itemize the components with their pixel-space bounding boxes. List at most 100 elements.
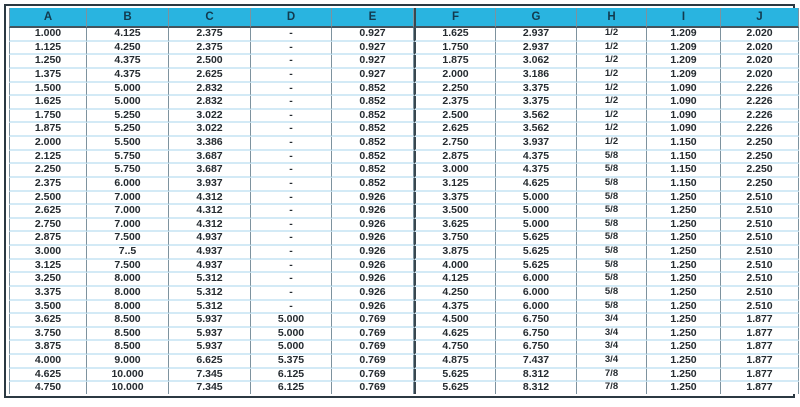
- table-cell: 2.250: [721, 164, 799, 178]
- table-cell: 6.625: [169, 355, 251, 369]
- table-cell: 2.510: [721, 273, 799, 287]
- table-cell: 1.090: [647, 123, 721, 137]
- table-cell: 0.926: [332, 205, 414, 219]
- table-cell: -: [251, 259, 332, 274]
- table-cell: 1.000: [9, 28, 87, 42]
- table-cell: 7.000: [87, 205, 169, 219]
- table-row: 2.000 5.500 3.386-0.852 2.750 3.937 1/2 1.150 2…: [9, 137, 799, 151]
- table-cell: 2.510: [721, 232, 799, 246]
- table-cell: 3.625: [9, 314, 87, 328]
- table-cell: 3.750: [9, 327, 87, 342]
- table-cell: 3.125: [414, 177, 496, 192]
- table-cell: 2.000: [414, 68, 496, 83]
- column-header-D: D: [251, 8, 332, 28]
- column-header-B: B: [87, 8, 169, 28]
- table-cell: 1.500: [9, 82, 87, 97]
- table-cell: 10.000: [87, 368, 169, 383]
- table-cell: 0.927: [332, 28, 414, 42]
- table-cell: 4.625: [414, 327, 496, 342]
- table-cell: 3.062: [496, 55, 577, 69]
- table-cell: 1.250: [647, 259, 721, 274]
- table-cell: -: [251, 205, 332, 219]
- table-cell: 5/8: [577, 246, 647, 260]
- table-cell: 5.000: [251, 327, 332, 342]
- table-cell: 5.250: [87, 123, 169, 137]
- table-cell: 5.750: [87, 150, 169, 165]
- table-cell: 1.250: [647, 232, 721, 246]
- table-cell: 1/2: [577, 96, 647, 110]
- table-cell: 0.769: [332, 327, 414, 342]
- table-cell: 2.750: [414, 137, 496, 151]
- table-cell: 1.877: [721, 327, 799, 342]
- table-cell: 2.250: [9, 164, 87, 178]
- table-cell: -: [251, 286, 332, 301]
- table-cell: 1/2: [577, 41, 647, 56]
- table-cell: 6.750: [496, 341, 577, 355]
- table-cell: 6.125: [251, 382, 332, 394]
- table-cell: 4.375: [414, 300, 496, 315]
- table-cell: 1/2: [577, 137, 647, 151]
- table-cell: -: [251, 300, 332, 315]
- column-header-H: H: [577, 8, 647, 28]
- table-cell: 1.877: [721, 355, 799, 369]
- table-cell: 4.875: [414, 355, 496, 369]
- table-cell: 1/2: [577, 28, 647, 42]
- table-cell: 1.090: [647, 82, 721, 97]
- table-cell: 3.000: [9, 246, 87, 260]
- table-cell: 2.226: [721, 123, 799, 137]
- table-cell: 1.209: [647, 41, 721, 56]
- table-cell: 3.562: [496, 123, 577, 137]
- table-cell: 7.000: [87, 218, 169, 233]
- table-cell: 2.375: [9, 177, 87, 192]
- table-cell: 5/8: [577, 273, 647, 287]
- table-cell: 1/2: [577, 109, 647, 124]
- table-cell: 1.250: [647, 205, 721, 219]
- table-cell: 1.250: [9, 55, 87, 69]
- table-row: 4.625 10.000 7.345 6.125 0.769 5.625 8.312 7/8 1…: [9, 368, 799, 383]
- table-row: 3.875 8.500 5.937 5.000 0.769 4.750 6.750 3/4 1.…: [9, 341, 799, 355]
- table-cell: 1.209: [647, 55, 721, 69]
- table-cell: 5.625: [496, 232, 577, 246]
- table-cell: 1.375: [9, 68, 87, 83]
- table-cell: 2.250: [721, 137, 799, 151]
- table-cell: 5/8: [577, 164, 647, 178]
- table-cell: 3/4: [577, 355, 647, 369]
- table-cell: 1/2: [577, 55, 647, 69]
- column-header-E: E: [332, 8, 414, 28]
- table-row: 1.000 4.125 2.375-0.927 1.625 2.937 1/2 1.209 2…: [9, 28, 799, 42]
- table-cell: 1.090: [647, 96, 721, 110]
- table-cell: -: [251, 41, 332, 56]
- table-cell: -: [251, 150, 332, 165]
- table-cell: 4.625: [496, 177, 577, 192]
- table-cell: 0.769: [332, 382, 414, 394]
- table-cell: -: [251, 191, 332, 206]
- table-cell: 2.875: [9, 232, 87, 246]
- table-cell: 0.926: [332, 218, 414, 233]
- table-cell: 2.510: [721, 191, 799, 206]
- table-cell: 1.150: [647, 150, 721, 165]
- table-cell: 2.625: [9, 205, 87, 219]
- table-cell: 7.345: [169, 382, 251, 394]
- table-cell: -: [251, 164, 332, 178]
- table-cell: 9.000: [87, 355, 169, 369]
- table-cell: 2.020: [721, 68, 799, 83]
- table-cell: 2.226: [721, 82, 799, 97]
- table-cell: 4.375: [87, 68, 169, 83]
- table-cell: 1.250: [647, 314, 721, 328]
- table-cell: 1.877: [721, 341, 799, 355]
- table-cell: 3.386: [169, 137, 251, 151]
- table-row: 1.500 5.000 2.832-0.852 2.250 3.375 1/2 1.090 2…: [9, 82, 799, 97]
- table-cell: 1/2: [577, 123, 647, 137]
- table-cell: 3.375: [9, 286, 87, 301]
- table-cell: -: [251, 273, 332, 287]
- table-cell: 1/2: [577, 68, 647, 83]
- table-cell: 1.750: [9, 109, 87, 124]
- table-cell: 4.250: [414, 286, 496, 301]
- table-cell: 0.769: [332, 314, 414, 328]
- table-cell: 5.625: [496, 259, 577, 274]
- table-cell: 5/8: [577, 218, 647, 233]
- table-cell: 5.000: [496, 218, 577, 233]
- table-cell: 2.226: [721, 109, 799, 124]
- table-cell: 5.000: [496, 191, 577, 206]
- table-cell: 5.500: [87, 137, 169, 151]
